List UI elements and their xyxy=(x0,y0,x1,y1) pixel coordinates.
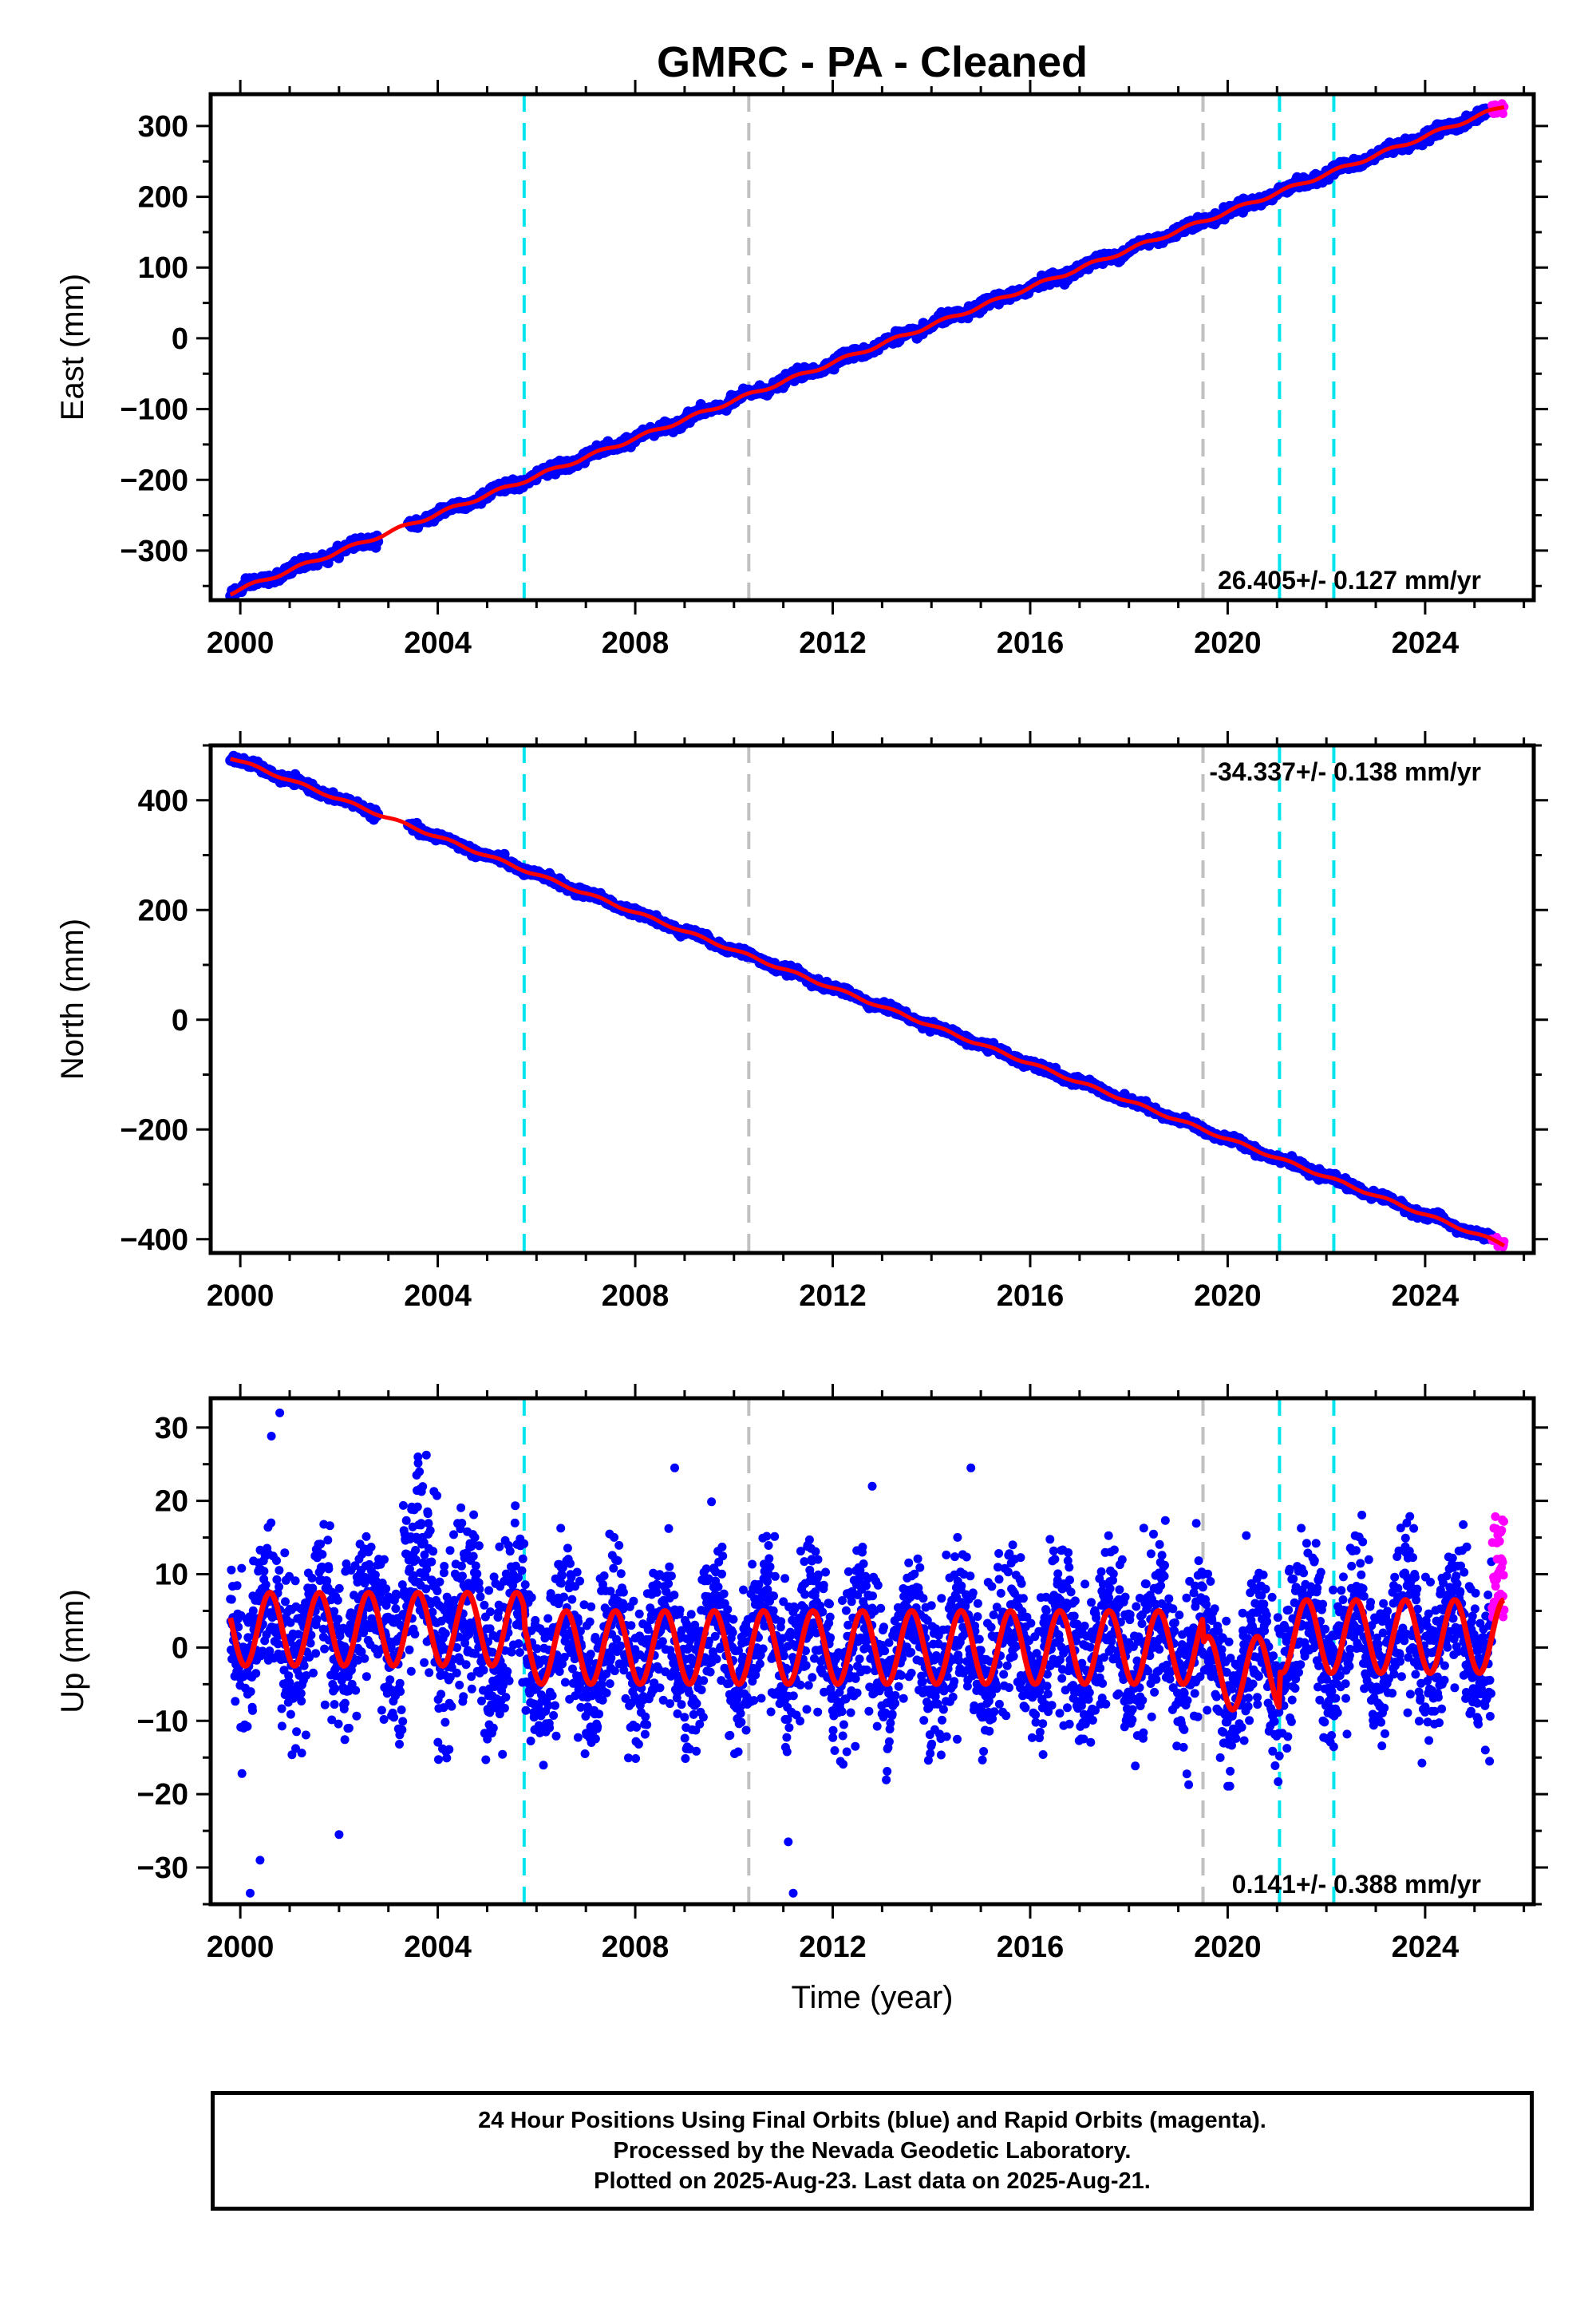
data-point xyxy=(234,1622,243,1632)
y-tick-label: −400 xyxy=(120,1223,188,1257)
y-tick-label: −100 xyxy=(120,393,188,427)
plot-area xyxy=(225,94,1509,600)
up-panel: 2000 2004 2008 2012 2016 2020 20243020100−10−2… xyxy=(55,1384,1548,2015)
x-tick-label: 2020 xyxy=(1194,626,1262,660)
x-tick-label: 2008 xyxy=(602,1279,670,1313)
plot-frame xyxy=(208,743,1536,1255)
plot-area xyxy=(226,1398,1509,1904)
y-tick-label: −300 xyxy=(120,535,188,568)
final-orbit-points xyxy=(226,1408,1496,1898)
x-tick-label: 2008 xyxy=(602,626,670,660)
y-tick-label: 100 xyxy=(138,251,188,285)
y-tick-label: 200 xyxy=(138,894,188,927)
x-tick-label: 2004 xyxy=(404,1279,472,1313)
data-point xyxy=(237,1563,247,1573)
data-point xyxy=(248,1705,257,1715)
x-tick-label: 2004 xyxy=(404,626,472,660)
y-tick-label: 400 xyxy=(138,785,188,818)
model-fit-line xyxy=(229,105,1505,597)
data-point xyxy=(232,1581,242,1591)
north-panel: 2000 2004 2008 2012 2016 2020 20244002000−200−… xyxy=(55,731,1548,1313)
y-tick-label: 300 xyxy=(138,110,188,144)
data-point xyxy=(237,1769,247,1778)
model-fit-line xyxy=(230,757,1506,1247)
x-tick-label: 2024 xyxy=(1392,626,1460,660)
data-point xyxy=(231,1697,240,1706)
chart-title: GMRC - PA - Cleaned xyxy=(657,38,1088,86)
x-tick-label: 2000 xyxy=(207,626,275,660)
data-point xyxy=(248,1606,258,1615)
y-tick-label: 0 xyxy=(172,322,188,356)
y-tick-label: −200 xyxy=(120,464,188,497)
data-point xyxy=(227,1565,236,1575)
x-tick-label: 2012 xyxy=(799,626,867,660)
y-tick-label: −200 xyxy=(120,1113,188,1147)
data-point-rapid xyxy=(1499,109,1507,118)
velocity-label: -34.337+/- 0.138 mm/yr xyxy=(1209,757,1481,786)
x-tick-label: 2012 xyxy=(799,1279,867,1313)
y-axis-label: East (mm) xyxy=(55,274,90,421)
data-point xyxy=(227,1595,236,1604)
y-axis-label: North (mm) xyxy=(55,919,90,1080)
plot-area xyxy=(225,745,1509,1253)
x-tick-label: 2024 xyxy=(1392,1279,1460,1313)
plot-frame xyxy=(208,92,1536,603)
velocity-label: 26.405+/- 0.127 mm/yr xyxy=(1218,566,1481,595)
x-tick-label: 2000 xyxy=(207,1279,275,1313)
x-tick-label: 2016 xyxy=(997,1279,1065,1313)
x-tick-label: 2016 xyxy=(997,626,1065,660)
data-point xyxy=(243,1721,252,1731)
y-tick-label: 200 xyxy=(138,181,188,215)
y-tick-label: 0 xyxy=(172,1004,188,1037)
east-panel: 2000 2004 2008 2012 2016 2020 2024 300 200 100 0 −1… xyxy=(55,80,1548,660)
x-tick-label: 2020 xyxy=(1194,1279,1262,1313)
data-point xyxy=(251,1669,261,1678)
data-point xyxy=(246,1687,255,1697)
